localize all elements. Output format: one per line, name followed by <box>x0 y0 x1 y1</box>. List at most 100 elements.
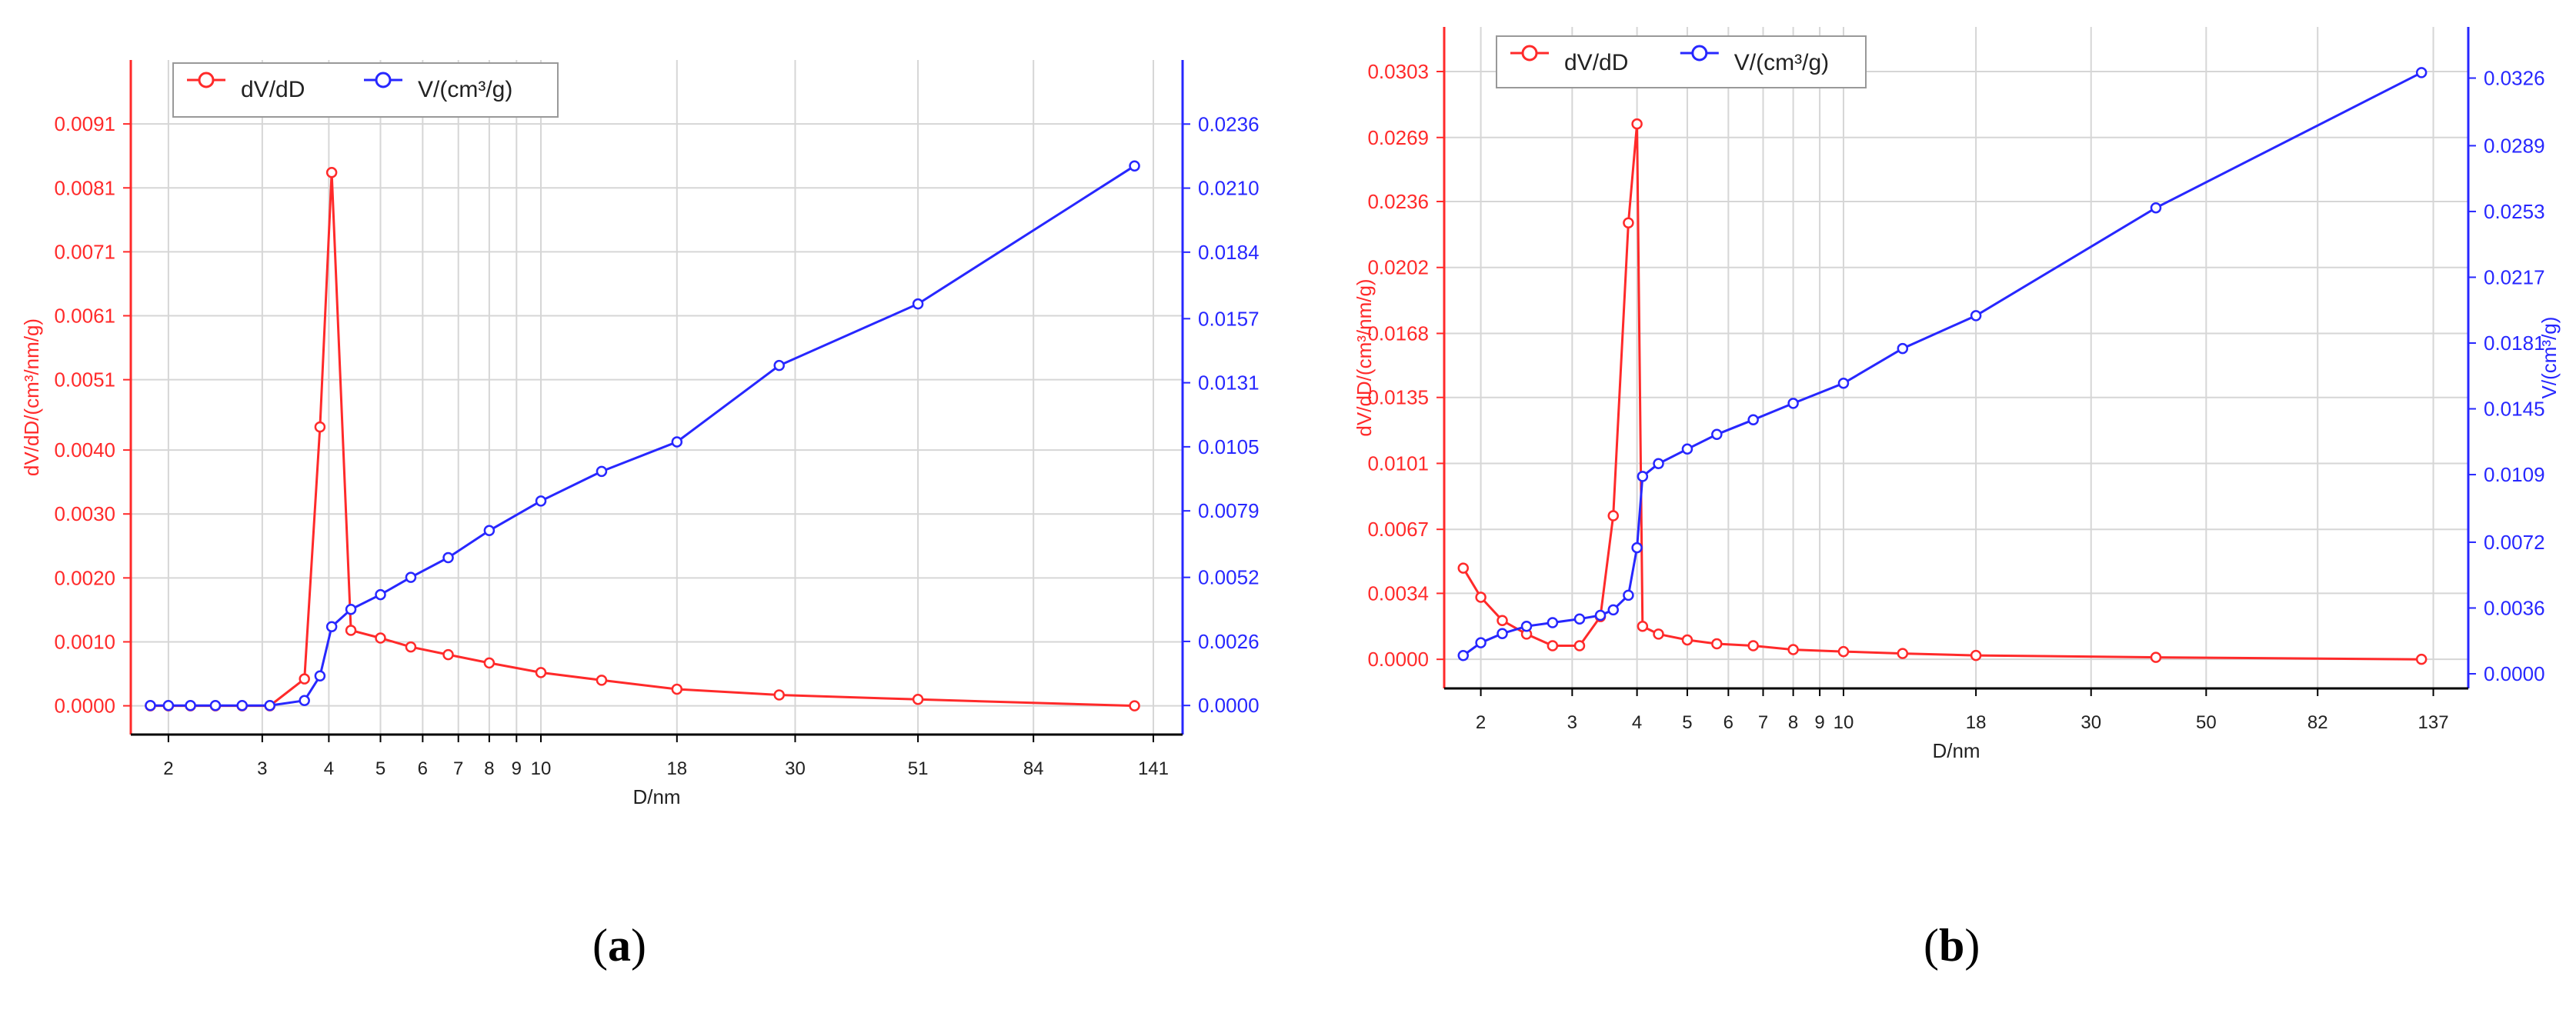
y-right-tick-label: 0.0253 <box>2484 200 2545 223</box>
data-point-dvdd <box>773 689 785 701</box>
x-axis-label: D/nm <box>1932 739 1980 762</box>
data-point-dvdd <box>1653 628 1664 640</box>
data-point-dvdd <box>2150 651 2162 663</box>
data-point-volume <box>185 699 196 711</box>
data-point-dvdd <box>1129 700 1140 711</box>
data-point-volume <box>1573 613 1586 625</box>
data-point-volume <box>1970 310 1982 322</box>
data-point-dvdd <box>1970 649 1982 661</box>
x-tick-label: 10 <box>531 758 552 779</box>
x-tick-label: 137 <box>2418 712 2449 733</box>
y-right-tick-label: 0.0181 <box>2484 332 2545 355</box>
data-point-volume <box>1787 398 1799 409</box>
x-tick-label: 18 <box>666 758 687 779</box>
data-point-dvdd <box>442 648 454 661</box>
x-tick-label: 3 <box>1567 712 1577 733</box>
x-tick-label: 8 <box>1788 712 1798 733</box>
data-point-volume <box>375 588 386 601</box>
data-point-volume <box>1520 620 1533 632</box>
data-point-dvdd <box>345 625 357 636</box>
y-left-tick-label: 0.0000 <box>54 695 115 718</box>
y-right-tick-label: 0.0079 <box>1198 499 1260 522</box>
legend: dV/dD V/(cm³/g) <box>1496 35 1867 88</box>
data-point-dvdd <box>671 683 683 695</box>
data-point-volume <box>1129 160 1140 172</box>
data-point-dvdd <box>1681 634 1693 646</box>
data-point-volume <box>162 699 175 711</box>
y-left-tick-label: 0.0040 <box>54 438 115 462</box>
legend-marker <box>1521 45 1538 62</box>
data-point-volume <box>1631 541 1643 554</box>
data-point-volume <box>442 551 454 564</box>
x-tick-label: 9 <box>1814 712 1824 733</box>
y-right-tick-label: 0.0026 <box>1198 630 1260 653</box>
legend-label: V/(cm³/g) <box>418 77 512 102</box>
x-tick-label: 4 <box>324 758 334 779</box>
data-point-dvdd <box>2415 653 2428 665</box>
x-axis-label: D/nm <box>632 785 680 808</box>
data-point-dvdd <box>1573 640 1586 651</box>
x-tick-label: 7 <box>1758 712 1768 733</box>
y-right-tick-label: 0.0000 <box>2484 662 2545 685</box>
legend-marker <box>198 72 215 88</box>
y-left-tick-label: 0.0034 <box>1367 581 1429 605</box>
data-point-volume <box>299 695 310 707</box>
data-point-volume <box>1711 428 1723 441</box>
y-left-axis-label: dV/dD/(cm³/nm/g) <box>1353 278 1376 436</box>
y-right-tick-label: 0.0210 <box>1198 177 1260 200</box>
data-point-volume <box>671 436 683 448</box>
x-tick-label: 18 <box>1966 712 1987 733</box>
x-tick-label: 2 <box>163 758 173 779</box>
data-point-volume <box>2150 202 2162 214</box>
data-point-volume <box>1607 604 1619 616</box>
x-tick-label: 84 <box>1023 758 1044 779</box>
y-left-tick-label: 0.0202 <box>1367 256 1429 279</box>
x-tick-label: 3 <box>257 758 267 779</box>
data-point-dvdd <box>375 632 386 644</box>
x-tick-label: 6 <box>418 758 428 779</box>
chart-a: 0.0000 0.0010 0.0020 0.0030 0.0040 0.0051 0.00… <box>20 60 1260 808</box>
data-point-volume <box>405 571 417 583</box>
data-point-dvdd <box>596 675 608 686</box>
data-point-volume <box>596 465 608 478</box>
data-point-volume <box>2415 67 2428 78</box>
x-tick-label: 50 <box>2196 712 2217 733</box>
y-right-tick-label: 0.0052 <box>1198 566 1260 589</box>
y-left-tick-label: 0.0168 <box>1367 322 1429 345</box>
y-right-tick-label: 0.0326 <box>2484 67 2545 90</box>
data-point-dvdd <box>535 667 547 678</box>
y-left-tick-label: 0.0269 <box>1367 126 1429 149</box>
y-right-tick-label: 0.0105 <box>1198 435 1260 458</box>
y-left-tick-label: 0.0101 <box>1367 452 1429 475</box>
y-right-tick-label: 0.0109 <box>2484 463 2545 486</box>
panel-label-a-letter: a <box>607 920 631 971</box>
legend-label: dV/dD <box>241 77 305 102</box>
legend-box <box>1496 35 1867 88</box>
y-right-tick-label: 0.0236 <box>1198 112 1260 135</box>
data-point-volume <box>1653 458 1664 470</box>
y-right-tick-label: 0.0072 <box>2484 531 2545 554</box>
y-left-tick-label: 0.0000 <box>1367 648 1429 671</box>
y-left-tick-label: 0.0061 <box>54 305 115 328</box>
y-left-tick-label: 0.0020 <box>54 566 115 589</box>
x-tick-label: 9 <box>512 758 522 779</box>
data-point-volume <box>1475 637 1487 648</box>
data-point-volume <box>1681 443 1693 455</box>
x-tick-label: 30 <box>785 758 806 779</box>
y-right-tick-label: 0.0036 <box>2484 596 2545 619</box>
data-point-dvdd <box>1711 638 1723 650</box>
y-left-tick-label: 0.0051 <box>54 368 115 392</box>
data-point-dvdd <box>1623 217 1634 228</box>
data-point-volume <box>1837 378 1850 389</box>
x-tick-label: 6 <box>1723 712 1733 733</box>
y-left-tick-label: 0.0236 <box>1367 190 1429 213</box>
data-point-volume <box>236 699 248 711</box>
data-point-dvdd <box>1547 640 1559 651</box>
x-tick-label: 30 <box>2080 712 2101 733</box>
data-point-dvdd <box>1497 615 1508 626</box>
y-left-tick-label: 0.0135 <box>1367 386 1429 409</box>
data-point-volume <box>1637 471 1649 482</box>
y-left-tick-label: 0.0067 <box>1367 518 1429 541</box>
x-tick-label: 141 <box>1138 758 1169 779</box>
